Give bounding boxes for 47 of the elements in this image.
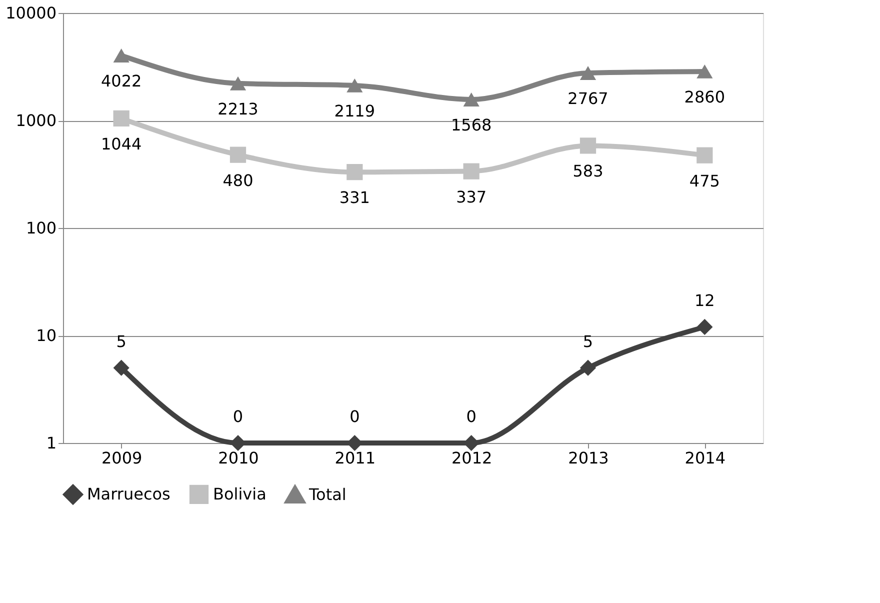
y-tick-label: 10000	[6, 4, 56, 22]
data-label: 331	[339, 188, 370, 208]
legend-label: Marruecos	[87, 484, 170, 504]
legend-label: Total	[308, 484, 346, 504]
data-label: 2213	[218, 99, 258, 118]
x-tick-label: 2013	[568, 448, 609, 468]
point	[580, 138, 596, 154]
point	[113, 48, 130, 63]
data-label: 1568	[450, 116, 492, 134]
x-tick-label: 2012	[451, 448, 492, 468]
x-tick-label: 2014	[684, 448, 726, 468]
x-tick-label: 2009	[101, 448, 142, 468]
data-label: 337	[456, 187, 487, 206]
point	[113, 110, 130, 127]
annotation: 0	[350, 407, 360, 426]
y-tick-label: 1	[46, 434, 56, 452]
data-label: 475	[689, 171, 720, 190]
data-label: 12	[694, 290, 715, 310]
point	[346, 164, 363, 180]
data-label: 583	[572, 162, 604, 181]
x-tick-label: 2011	[334, 448, 376, 468]
data-label: 2860	[684, 87, 726, 106]
y-tick-label: 100	[26, 218, 56, 238]
point	[463, 92, 480, 106]
point	[463, 163, 480, 180]
point	[580, 360, 596, 376]
x-tick-label: 2010	[218, 448, 259, 468]
point	[230, 76, 246, 90]
point	[346, 78, 363, 92]
data-label: 5	[116, 332, 126, 351]
point	[580, 66, 596, 80]
data-label: 5	[582, 332, 594, 351]
point	[696, 318, 713, 336]
point	[696, 64, 713, 78]
data-label: 480	[222, 170, 254, 190]
annotation: 0	[466, 407, 476, 426]
data-label: 1044	[100, 134, 142, 154]
point	[696, 147, 713, 164]
data-label: 2767	[568, 88, 608, 108]
legend-label: Bolivia	[213, 484, 266, 504]
point	[230, 146, 246, 163]
y-tick-label: 1000	[16, 111, 56, 130]
annotation: 0	[232, 407, 244, 426]
y-tick-label: 10	[36, 326, 56, 345]
data-label: 4022	[100, 72, 142, 91]
data-label: 2119	[334, 101, 376, 120]
point	[113, 360, 130, 376]
